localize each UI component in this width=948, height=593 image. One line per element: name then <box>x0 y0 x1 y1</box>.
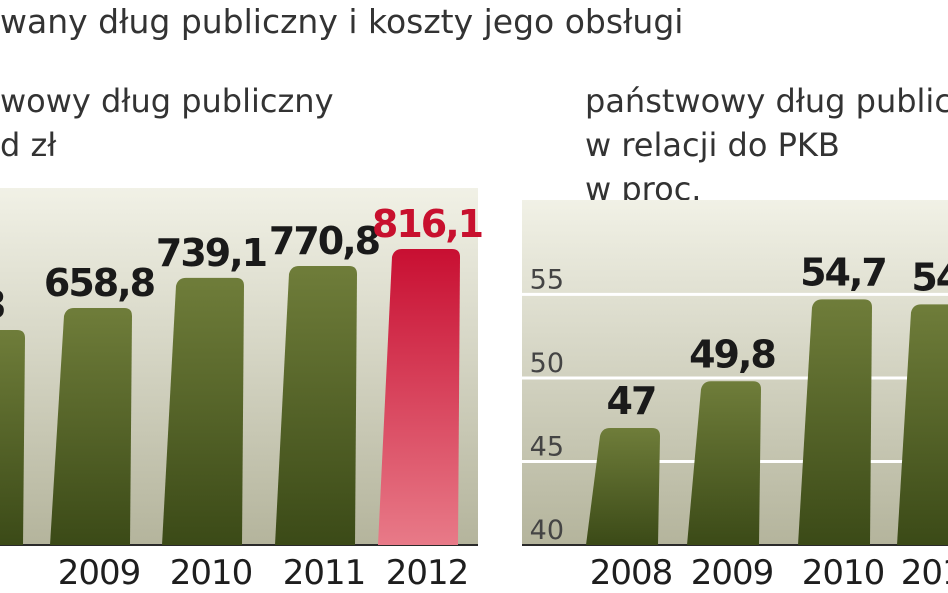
right-y-tick-label: 55 <box>530 264 564 295</box>
right-value-label: 47 <box>607 379 656 423</box>
left-bar-partial <box>0 330 25 545</box>
left-chart-title-line-2: d zł <box>0 126 57 164</box>
left-bar-2012 <box>378 248 460 545</box>
right-chart-plot: 40 45 50 55 47 2008 49,8 2009 54,7 2010 54, 2011 <box>522 250 948 593</box>
left-chart-title-line-1: wowy dług publiczny <box>0 82 334 120</box>
left-year-label: 2011 <box>283 553 366 593</box>
left-value-label: 8 <box>0 283 5 327</box>
right-y-tick-label: 40 <box>530 515 564 546</box>
right-year-label: 2008 <box>590 553 673 593</box>
right-value-label: 54, <box>911 255 948 299</box>
left-bar-2011 <box>275 265 357 545</box>
left-chart-plot: 8 658,8 2009 739,1 2010 770,8 2011 816,1 2012 <box>0 202 484 593</box>
right-year-label: 2010 <box>802 553 885 593</box>
left-value-label: 658,8 <box>44 261 155 305</box>
chart-title: wany dług publiczny i koszty jego obsług… <box>0 2 684 41</box>
right-chart-title-line-2: w relacji do PKB <box>585 126 840 164</box>
right-value-label: 49,8 <box>689 332 775 376</box>
right-value-label: 54,7 <box>800 250 886 294</box>
right-y-tick-label: 50 <box>530 348 564 379</box>
left-value-label: 739,1 <box>156 231 266 275</box>
right-bar-2008 <box>586 428 660 545</box>
left-value-label: 770,8 <box>269 219 380 263</box>
right-year-label: 2011 <box>901 553 948 593</box>
right-y-tick-label: 45 <box>530 431 564 462</box>
right-chart-title-line-1: państwowy dług public <box>585 82 948 120</box>
left-bar-2009 <box>50 307 132 545</box>
left-value-label: 816,1 <box>372 202 482 246</box>
right-bar-2010 <box>798 299 872 545</box>
left-year-label: 2012 <box>386 553 469 593</box>
right-bar-2011 <box>897 304 948 545</box>
left-year-label: 2009 <box>58 553 141 593</box>
right-year-label: 2009 <box>691 553 774 593</box>
left-year-label: 2010 <box>170 553 253 593</box>
left-bar-2010 <box>162 277 244 545</box>
right-bar-2009 <box>687 381 761 545</box>
